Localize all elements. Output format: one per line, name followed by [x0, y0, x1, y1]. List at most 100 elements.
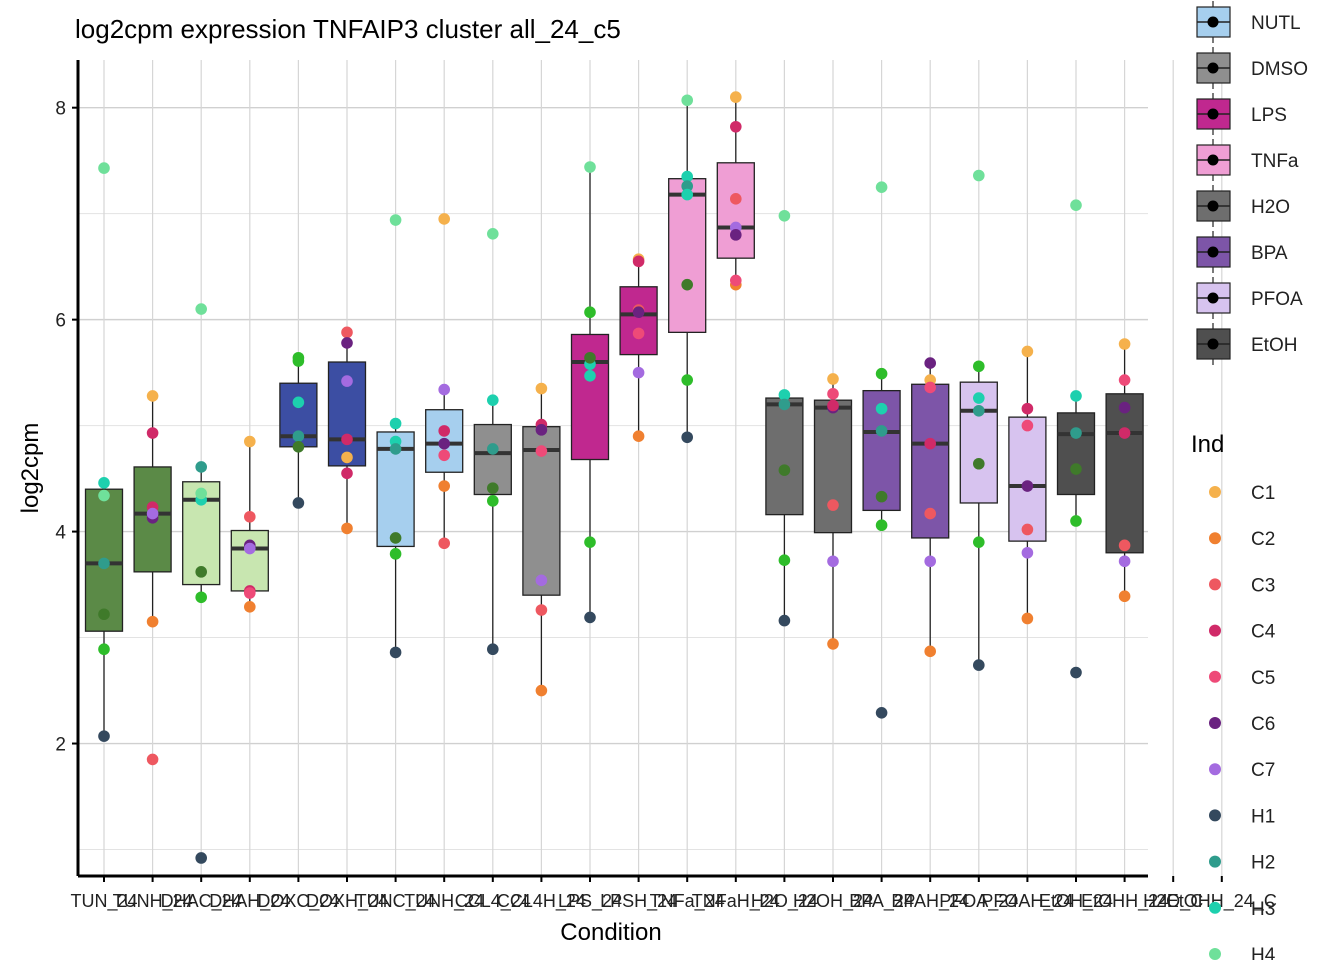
data-point-C2	[535, 684, 548, 697]
data-point-C6	[730, 229, 742, 241]
x-tick-label: TUN_24	[70, 891, 137, 912]
data-point-C7	[438, 383, 451, 396]
data-point-H1	[389, 646, 402, 659]
data-point-C7	[244, 542, 256, 555]
data-point-H6	[778, 554, 791, 566]
x-tick-label: DOXH_24	[306, 891, 388, 912]
data-point-H2	[778, 398, 791, 411]
legend-label: H4	[1251, 945, 1276, 960]
x-tick-label: TUNH_24	[113, 891, 193, 912]
data-point-C5	[827, 388, 839, 400]
x-tick-label: TNFa_24	[650, 891, 725, 912]
data-point-C6	[1021, 480, 1034, 492]
data-point-H4	[973, 169, 985, 182]
data-point-C1	[341, 451, 353, 464]
data-point-C2	[827, 638, 839, 650]
x-tick-label: EtOH_24	[1039, 891, 1113, 912]
data-point-H2	[292, 430, 305, 443]
data-point-H5	[292, 441, 305, 453]
data-point-H2	[98, 557, 110, 570]
x-tick-label: DHAH_24	[209, 891, 290, 912]
data-point-H4	[778, 209, 791, 222]
data-point-H3	[875, 402, 888, 415]
x-tick-label: BPA_24	[849, 891, 914, 912]
legend-key-dot	[1207, 246, 1219, 258]
legend-label: C7	[1251, 760, 1275, 781]
data-point-H1	[195, 852, 207, 864]
data-point-H3	[98, 477, 110, 489]
data-point-H3	[778, 389, 791, 401]
data-point-C2	[438, 480, 451, 492]
legend-label: TNFa	[1251, 151, 1299, 172]
data-point-H1	[973, 659, 985, 671]
data-point-C1	[827, 373, 839, 385]
x-tick-label: TUNH_24	[404, 891, 484, 912]
legend-label: C4	[1251, 622, 1276, 643]
box-EtOH_24	[1056, 412, 1096, 496]
data-point-C7	[632, 366, 645, 379]
legend-label: PFOA	[1251, 289, 1303, 310]
data-point-H1	[1070, 666, 1082, 679]
x-tick-label: H2O_C	[1143, 891, 1203, 912]
data-point-H5	[778, 464, 791, 476]
legend-label: BPA	[1251, 243, 1288, 264]
data-point-H4	[875, 181, 888, 193]
y-tick-label: 6	[55, 311, 66, 332]
data-point-C4	[924, 437, 936, 450]
data-point-H4	[584, 161, 596, 173]
boxes-layer	[84, 97, 1144, 738]
box-H2OH_24	[813, 399, 853, 534]
y-tick-label: 4	[55, 523, 66, 544]
data-point-H3	[487, 394, 499, 406]
data-point-H5	[584, 351, 596, 364]
data-point-H5	[98, 608, 110, 621]
data-point-C5	[244, 587, 256, 599]
data-point-C3	[1118, 539, 1131, 552]
data-point-H3	[973, 392, 985, 404]
data-point-H3	[389, 417, 402, 430]
data-point-H4	[98, 489, 110, 502]
data-point-H6	[875, 519, 888, 532]
legend-dot-C2	[1209, 532, 1221, 545]
data-point-H5	[389, 532, 402, 544]
data-point-C1	[146, 390, 159, 402]
data-point-H4	[98, 162, 110, 174]
data-point-H4	[1070, 199, 1082, 211]
legend-label: H1	[1251, 806, 1275, 827]
data-point-C5	[535, 445, 548, 457]
legend-key-dot	[1207, 108, 1219, 120]
legend-label: EtOH	[1251, 335, 1297, 356]
data-point-C3	[244, 510, 256, 523]
data-point-C1	[1118, 338, 1131, 350]
legend-key-dot	[1207, 338, 1219, 350]
data-point-H6	[875, 367, 888, 380]
data-point-C4	[632, 255, 645, 268]
legend-label: H3	[1251, 899, 1275, 920]
data-point-C1	[438, 213, 451, 225]
data-point-H2	[973, 404, 985, 417]
legend-key-dot	[1207, 200, 1219, 212]
x-tick-label: LPSH_24	[600, 891, 677, 912]
data-point-H2	[389, 443, 402, 455]
data-point-C3	[146, 753, 159, 766]
legend-dot-H2	[1209, 855, 1221, 868]
data-point-C6	[341, 337, 353, 349]
data-point-H5	[681, 278, 693, 291]
legend-dot-H3	[1209, 901, 1221, 914]
ind-legend-title: Ind	[1191, 431, 1224, 458]
data-point-C7	[924, 555, 936, 568]
x-axis-label: Condition	[560, 919, 661, 946]
legend-dot-C4	[1209, 624, 1221, 637]
data-point-H6	[973, 360, 985, 373]
data-point-H6	[195, 591, 207, 604]
box-PFOA_24	[959, 381, 998, 504]
x-tick-label: EtOHH_24	[1081, 891, 1168, 912]
legend-key-dot	[1207, 292, 1219, 304]
data-point-C2	[341, 522, 353, 535]
data-point-H3	[1070, 390, 1082, 402]
data-point-H4	[195, 303, 207, 315]
legend-label: C3	[1251, 575, 1275, 596]
data-point-C3	[535, 604, 548, 616]
data-point-C1	[535, 382, 548, 395]
